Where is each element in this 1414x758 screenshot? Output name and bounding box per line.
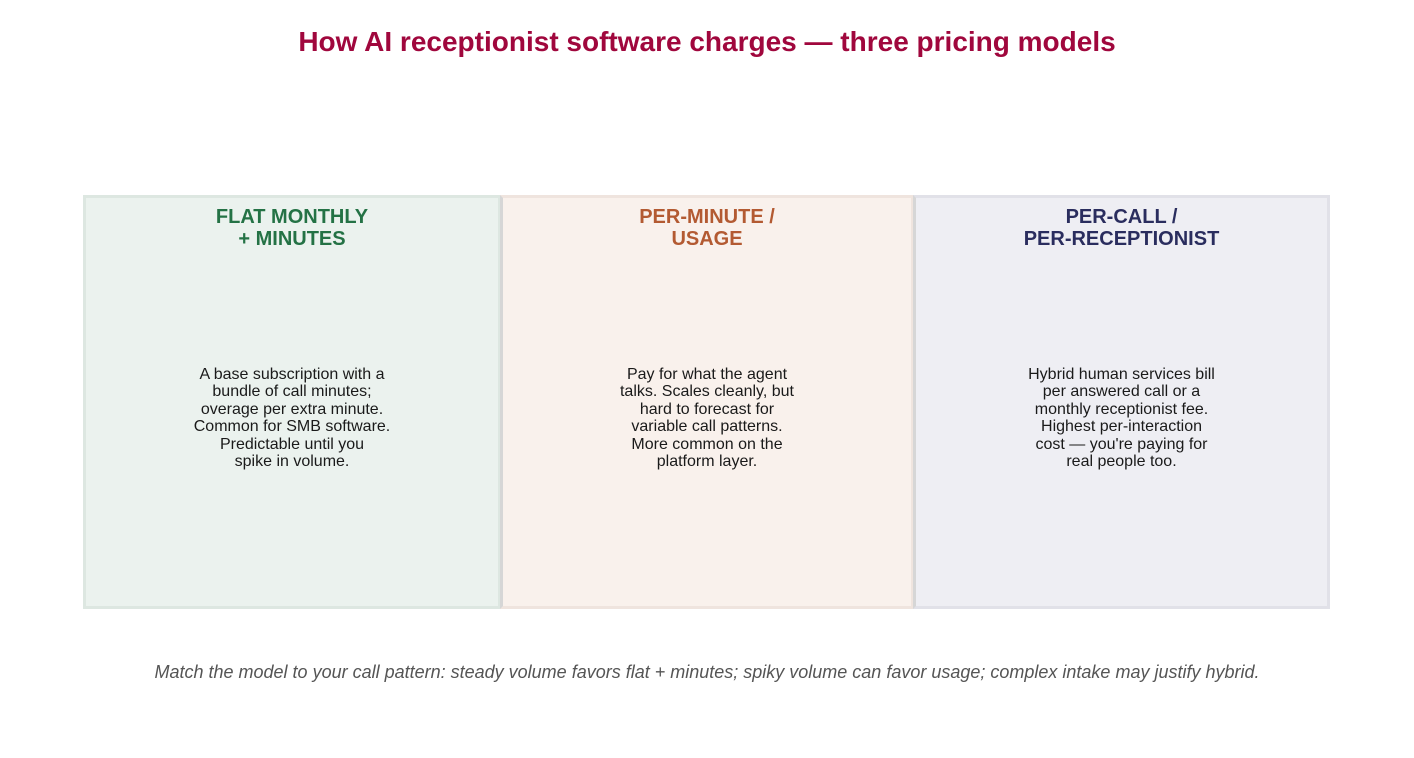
panel-per-minute-usage: PER-MINUTE / USAGE Pay for what the agen… [500, 195, 914, 609]
panel-heading-per-minute-usage: PER-MINUTE / USAGE [639, 206, 775, 250]
panel-description-per-call-receptionist: Hybrid human services bill per answered … [1028, 366, 1215, 471]
page-title: How AI receptionist software charges — t… [298, 26, 1116, 57]
panel-description-flat-monthly: A base subscription with a bundle of cal… [193, 366, 391, 471]
panel-heading-flat-monthly: FLAT MONTHLY + MINUTES [215, 206, 369, 250]
pricing-models-panels: FLAT MONTHLY + MINUTES A base subscripti… [83, 195, 1331, 609]
panel-description-per-minute-usage: Pay for what the agent talks. Scales cle… [619, 366, 794, 471]
panel-flat-monthly: FLAT MONTHLY + MINUTES A base subscripti… [83, 195, 501, 609]
footnote: Match the model to your call pattern: st… [154, 662, 1260, 682]
panel-heading-per-call-receptionist: PER-CALL / PER-RECEPTIONIST [1023, 206, 1220, 250]
panel-per-call-receptionist: PER-CALL / PER-RECEPTIONIST Hybrid human… [913, 195, 1330, 609]
